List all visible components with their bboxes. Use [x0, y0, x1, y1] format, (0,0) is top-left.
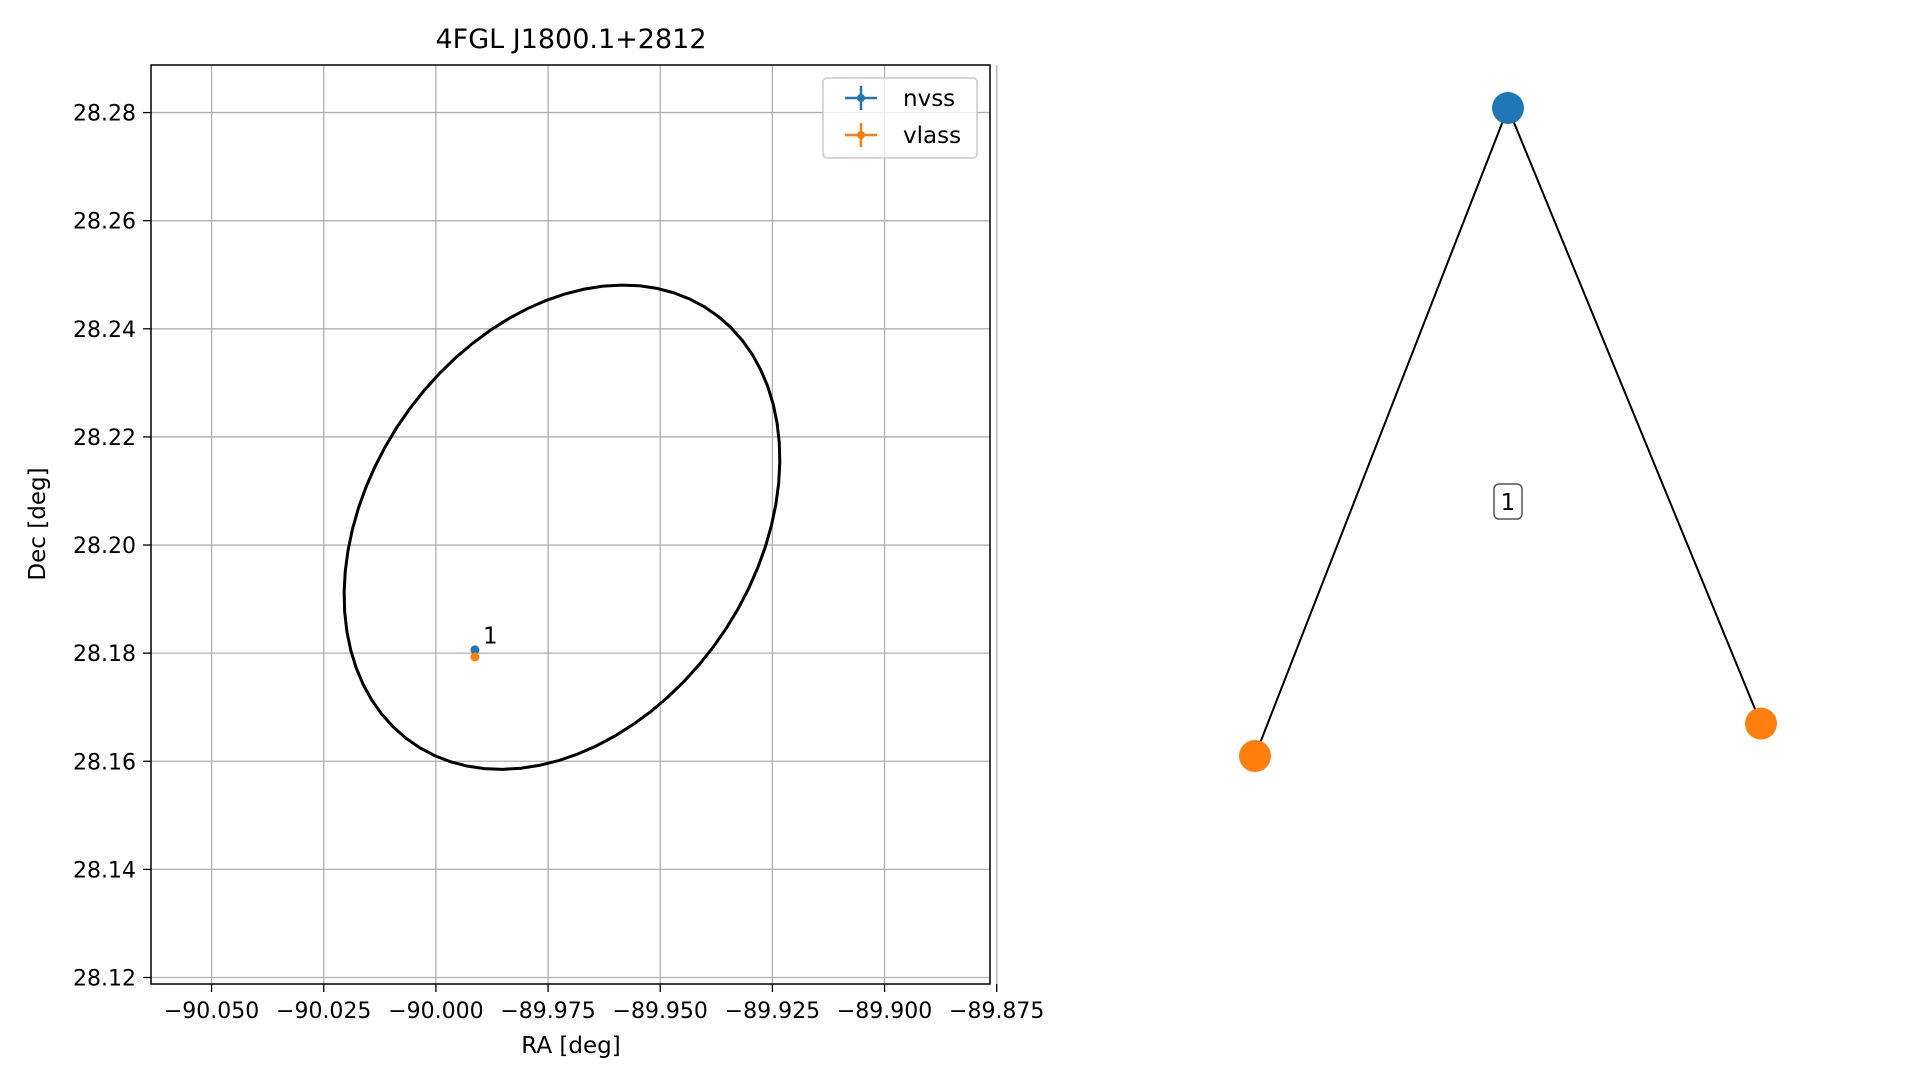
grid-lines — [151, 65, 998, 984]
y-axis-ticks: 28.12 28.14 28.16 28.18 28.20 28.22 28.24 28.26… — [73, 102, 151, 992]
error-ellipse-path — [342, 283, 782, 771]
graph-node-vlass-right — [1745, 707, 1777, 740]
y-tick-label: 28.20 — [73, 534, 136, 559]
chart-title: 4FGL J1800.1+2812 — [435, 24, 706, 55]
legend-marker-vlass — [845, 123, 877, 147]
x-axis-label: RA [deg] — [521, 1033, 620, 1059]
graph-edge — [1507, 107, 1762, 724]
y-tick-label: 28.22 — [73, 426, 136, 451]
graph-edge — [1254, 107, 1509, 757]
legend-label-vlass: vlass — [903, 123, 961, 149]
error-ellipse — [342, 283, 782, 771]
graph-edges — [1254, 107, 1762, 757]
graph-label-box — [1493, 483, 1523, 520]
point-vlass — [470, 652, 480, 662]
data-points: 1 — [470, 623, 498, 662]
y-tick-label: 28.14 — [73, 858, 136, 883]
graph-label: 1 — [1501, 490, 1516, 516]
x-tick-label: −89.900 — [837, 999, 932, 1024]
y-tick-label: 28.26 — [73, 210, 136, 235]
legend-label-nvss: nvss — [903, 86, 955, 112]
x-tick-label: −89.925 — [725, 999, 820, 1024]
graph-node-nvss — [1492, 92, 1524, 124]
x-tick-label: −89.950 — [613, 999, 708, 1024]
y-tick-label: 28.16 — [73, 750, 136, 775]
network-graph: 1 — [1239, 92, 1777, 772]
legend-marker-nvss — [845, 86, 877, 110]
y-axis-label: Dec [deg] — [25, 467, 51, 580]
plot-frame — [150, 64, 991, 985]
y-tick-label: 28.28 — [73, 102, 136, 127]
graph-nodes — [1239, 92, 1777, 772]
y-tick-label: 28.24 — [73, 318, 136, 343]
x-tick-label: −90.050 — [164, 999, 259, 1024]
graph-node-vlass-left — [1239, 740, 1271, 772]
x-tick-label: −90.025 — [276, 999, 371, 1024]
x-axis-ticks: −90.050 −90.025 −90.000 −89.975 −89.950 −89.9… — [164, 984, 1044, 1024]
scatter-plot: 4FGL J1800.1+2812 1 −90.050 −90.025 −90.00… — [25, 24, 1044, 1059]
point-annotation: 1 — [483, 623, 498, 649]
y-tick-label: 28.18 — [73, 642, 136, 667]
x-tick-label: −89.975 — [500, 999, 595, 1024]
x-tick-label: −89.875 — [949, 999, 1044, 1024]
point-nvss — [470, 645, 480, 655]
y-tick-label: 28.12 — [73, 967, 136, 992]
legend: nvss vlass — [822, 77, 978, 159]
x-tick-label: −90.000 — [388, 999, 483, 1024]
